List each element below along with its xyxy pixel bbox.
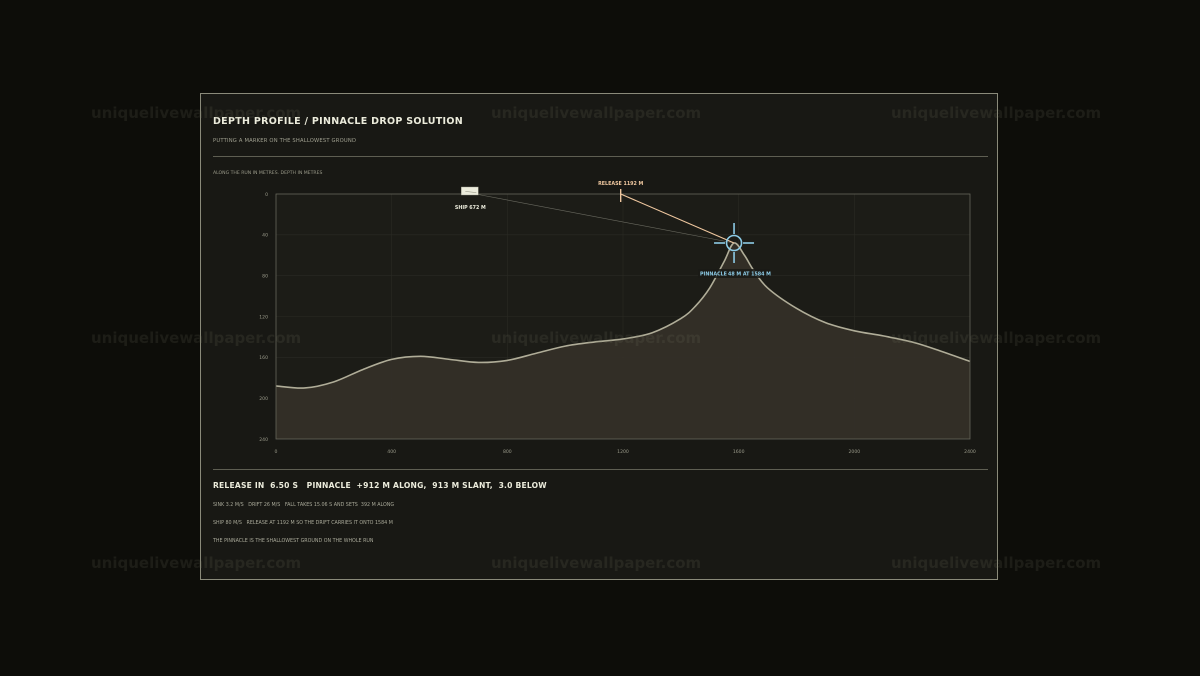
depth-profile-chart: 0 40 80 120 160 200 240 0 400 800 1200 1600 2000 240… bbox=[259, 181, 976, 455]
header-divider bbox=[213, 156, 988, 157]
depth-profile-panel: DEPTH PROFILE / PINNACLE DROP SOLUTION P… bbox=[200, 93, 998, 580]
terrain-area bbox=[276, 242, 970, 439]
pinnacle-label: PINNACLE 48 M AT 1584 M bbox=[698, 269, 771, 278]
pinnacle-label-background bbox=[698, 269, 771, 278]
panel-title: DEPTH PROFILE / PINNACLE DROP SOLUTION bbox=[213, 116, 463, 127]
panel-subtitle: PUTTING A MARKER ON THE SHALLOWEST GROUN… bbox=[213, 138, 357, 144]
x-tick-label: 1600 bbox=[733, 449, 745, 455]
x-tick-label: 400 bbox=[387, 449, 396, 455]
ship-hull-line bbox=[465, 191, 477, 193]
result-divider bbox=[213, 469, 988, 470]
x-tick-label: 2400 bbox=[964, 449, 976, 455]
ship-marker[interactable] bbox=[461, 186, 479, 196]
y-axis-ticks: 0 40 80 120 160 200 240 bbox=[259, 192, 268, 443]
sink-drift-line: SINK 3.2 M/S DRIFT 26 M/S FALL TAKES 15.… bbox=[213, 503, 395, 508]
ship-to-pinnacle-line bbox=[470, 192, 735, 244]
plot-area bbox=[275, 193, 971, 440]
pinnacle-label-value: 48 M AT 1584 M bbox=[728, 272, 771, 278]
release-label: RELEASE 1192 M bbox=[598, 181, 643, 187]
x-tick-label: 800 bbox=[503, 449, 512, 455]
ship-label: SHIP 672 M bbox=[455, 205, 486, 211]
terrain-line bbox=[275, 242, 971, 389]
y-tick-label: 40 bbox=[262, 233, 268, 239]
release-solution-headline: RELEASE IN 6.50 S PINNACLE +912 M ALONG,… bbox=[213, 481, 547, 490]
y-tick-label: 120 bbox=[259, 314, 268, 320]
y-tick-label: 0 bbox=[265, 192, 268, 198]
y-tick-label: 160 bbox=[259, 355, 268, 361]
crosshair-ring bbox=[725, 234, 743, 252]
plot-frame bbox=[275, 193, 971, 440]
y-tick-label: 240 bbox=[259, 437, 268, 443]
x-tick-label: 0 bbox=[275, 449, 278, 455]
y-tick-label: 200 bbox=[259, 396, 268, 402]
pinnacle-note: THE PINNACLE IS THE SHALLOWEST GROUND ON… bbox=[213, 539, 374, 544]
release-drift-path bbox=[620, 193, 735, 244]
y-tick-label: 80 bbox=[262, 273, 268, 279]
crosshair-icon[interactable] bbox=[714, 223, 755, 263]
chart-caption: ALONG THE RUN IN METRES. DEPTH IN METRES bbox=[213, 171, 323, 176]
ship-release-line: SHIP 80 M/S RELEASE AT 1192 M SO THE DRI… bbox=[213, 521, 393, 526]
x-axis-ticks: 0 400 800 1200 1600 2000 2400 bbox=[275, 449, 976, 455]
x-tick-label: 1200 bbox=[617, 449, 629, 455]
pinnacle-label-name: PINNACLE bbox=[700, 272, 727, 278]
x-tick-label: 2000 bbox=[848, 449, 860, 455]
ship-icon bbox=[461, 186, 479, 196]
